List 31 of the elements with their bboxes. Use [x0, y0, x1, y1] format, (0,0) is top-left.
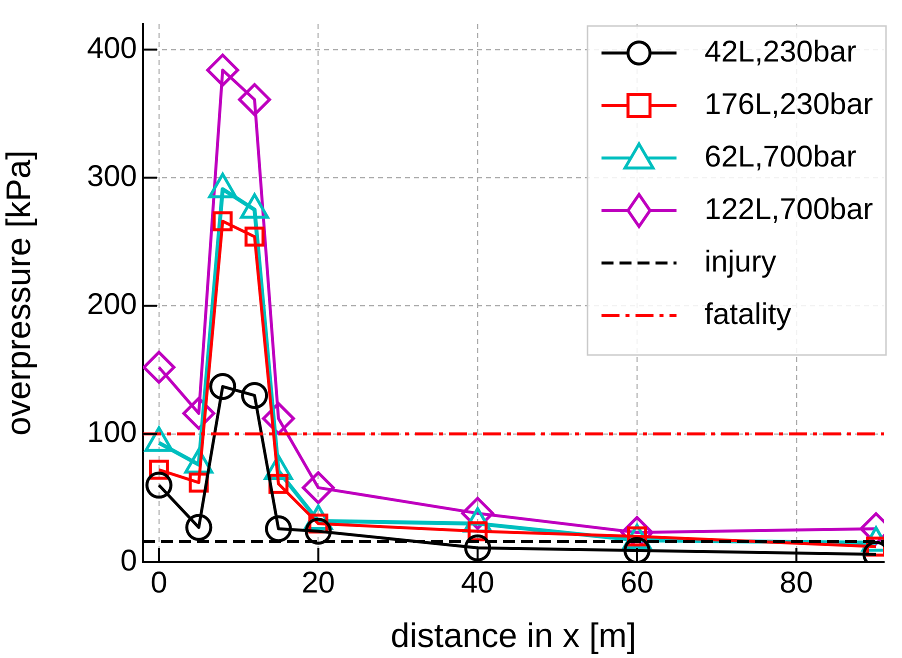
point — [302, 471, 335, 504]
point — [185, 514, 212, 541]
point — [264, 515, 292, 542]
y-tick-label: 200 — [86, 288, 137, 322]
x-tick-label: 60 — [620, 566, 654, 600]
legend-label: 62L,700bar — [704, 140, 856, 174]
point — [241, 382, 268, 409]
legend-label: 176L,230bar — [704, 88, 874, 121]
point — [238, 83, 272, 116]
legend-label: 42L,230bar — [704, 35, 856, 68]
x-tick-label: 0 — [150, 566, 168, 600]
y-tick-label: 0 — [120, 544, 137, 578]
legend-label: fatality — [704, 298, 792, 331]
x-tick-label: 80 — [780, 566, 814, 600]
point — [464, 534, 492, 562]
y-axis-title: overpressure [kPa] — [0, 150, 38, 436]
point — [209, 373, 236, 400]
y-tick-label: 400 — [86, 32, 137, 65]
point — [244, 226, 265, 247]
point — [212, 211, 233, 232]
point — [206, 54, 240, 87]
y-tick-label: 100 — [86, 416, 137, 450]
x-tick-label: 40 — [460, 566, 494, 600]
legend-label: injury — [704, 245, 776, 278]
point — [304, 518, 332, 545]
x-axis-title: distance in x [m] — [390, 616, 636, 655]
x-tick-label: 20 — [302, 566, 335, 600]
point — [145, 472, 172, 499]
point — [143, 350, 176, 384]
y-tick-label: 300 — [86, 160, 137, 193]
legend-label: 122L,700bar — [704, 192, 874, 226]
